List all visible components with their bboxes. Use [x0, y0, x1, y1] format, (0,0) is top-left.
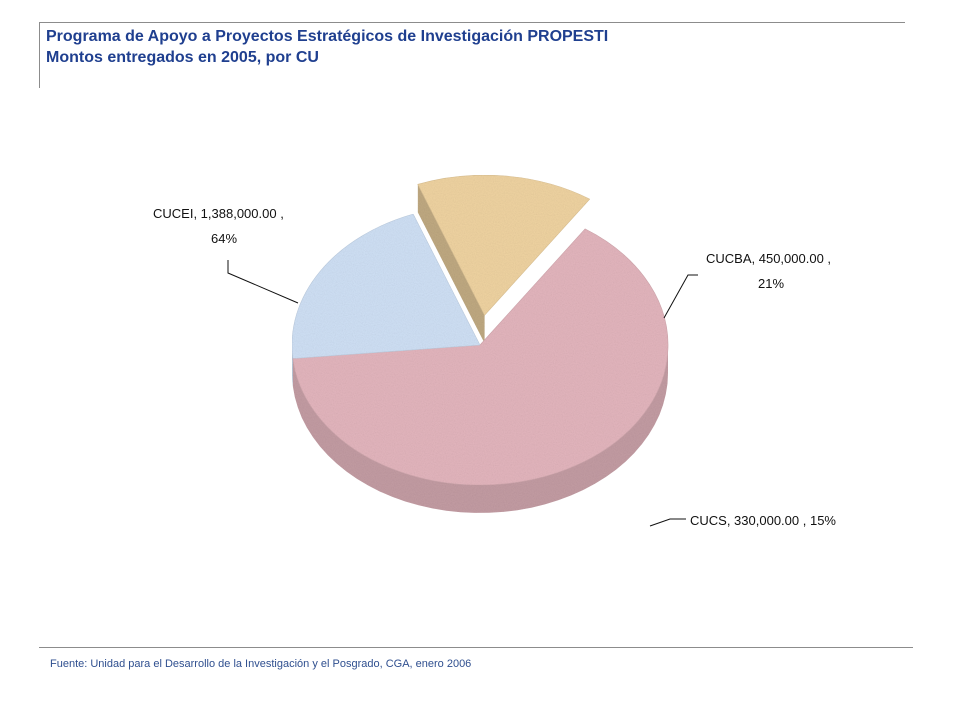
- label-cucs: CUCS, 330,000.00 , 15%: [690, 513, 836, 528]
- chart-subtitle: Montos entregados en 2005, por CU: [46, 49, 319, 66]
- bottom-rule: [39, 647, 913, 648]
- slice-cucs: [417, 174, 591, 316]
- label-cucba: CUCBA, 450,000.00 ,: [706, 251, 831, 266]
- top-rule: [39, 22, 905, 23]
- pie-sides: [292, 184, 668, 513]
- label-cucei: CUCEI, 1,388,000.00 ,: [153, 206, 284, 221]
- leader-lines: [227, 260, 698, 527]
- pie-tops: [291, 174, 669, 486]
- label-cucba-percent: 21%: [758, 276, 784, 291]
- source-note: Fuente: Unidad para el Desarrollo de la …: [50, 658, 472, 670]
- slice-cucba: [291, 213, 481, 359]
- left-rule: [39, 22, 40, 88]
- leader-cucba: [663, 274, 698, 319]
- slice-cucei: [292, 228, 669, 486]
- chart-title: Programa de Apoyo a Proyectos Estratégic…: [46, 28, 609, 45]
- slice-side-cucba: [292, 345, 293, 387]
- slice-wall-cucs: [417, 184, 485, 344]
- leader-cucei: [227, 260, 299, 304]
- slice-side-cucei: [292, 345, 668, 513]
- label-cucei-percent: 64%: [211, 231, 237, 246]
- leader-cucs: [649, 518, 686, 527]
